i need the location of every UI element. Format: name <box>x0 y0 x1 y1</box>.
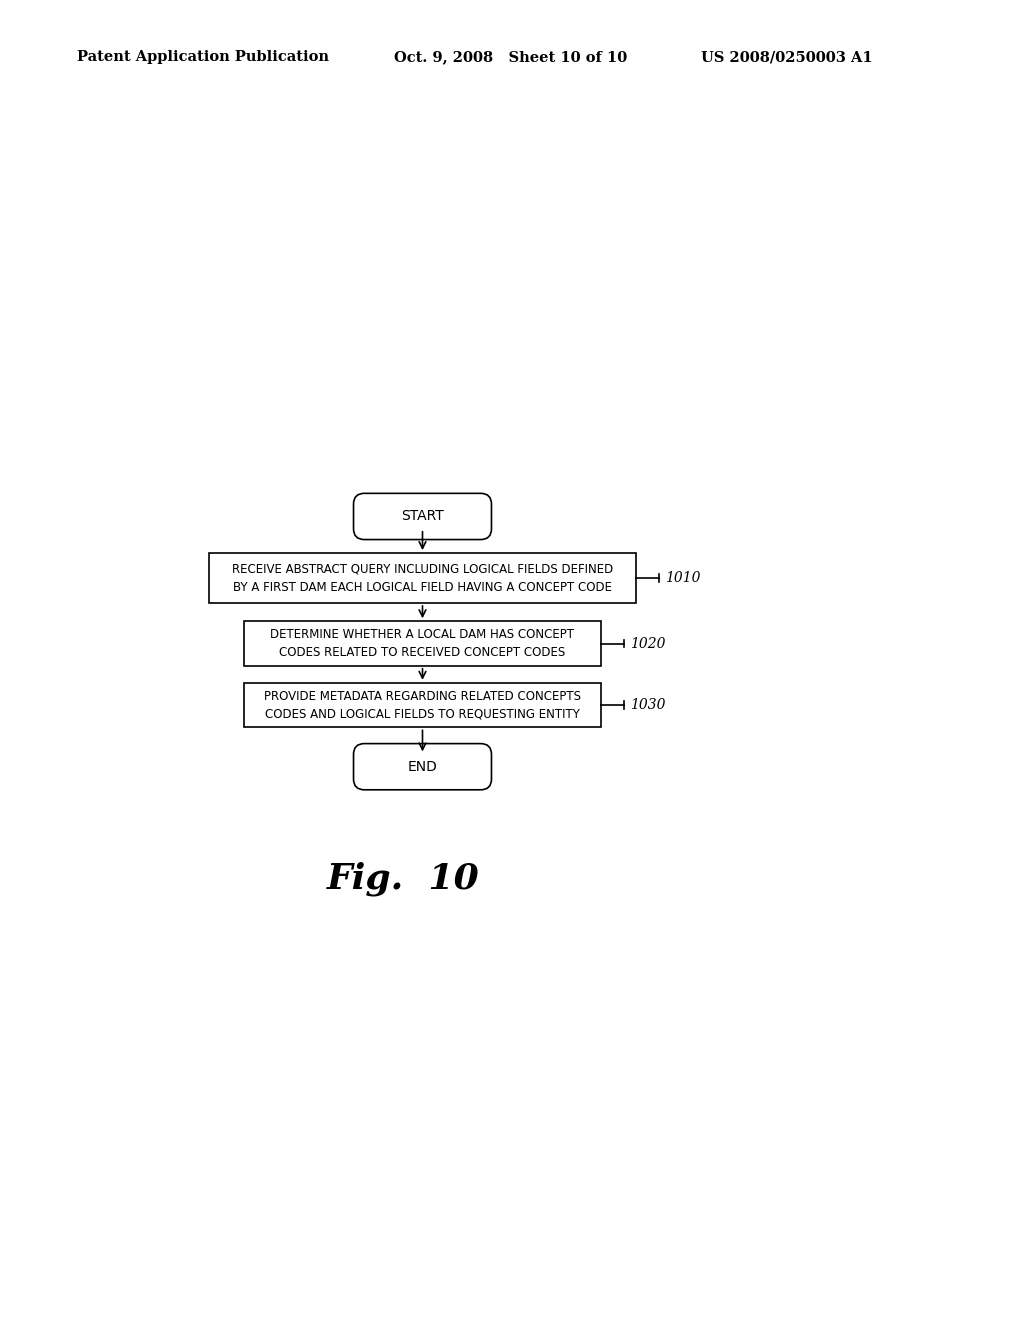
Text: RECEIVE ABSTRACT QUERY INCLUDING LOGICAL FIELDS DEFINED
BY A FIRST DAM EACH LOGI: RECEIVE ABSTRACT QUERY INCLUDING LOGICAL… <box>231 562 613 594</box>
FancyBboxPatch shape <box>353 494 492 540</box>
Text: 1030: 1030 <box>630 698 666 711</box>
Text: Oct. 9, 2008   Sheet 10 of 10: Oct. 9, 2008 Sheet 10 of 10 <box>394 50 628 65</box>
Text: Fig.  10: Fig. 10 <box>327 861 479 895</box>
Text: END: END <box>408 760 437 774</box>
Bar <box>245 622 601 665</box>
Text: 1010: 1010 <box>665 572 700 585</box>
Text: DETERMINE WHETHER A LOCAL DAM HAS CONCEPT
CODES RELATED TO RECEIVED CONCEPT CODE: DETERMINE WHETHER A LOCAL DAM HAS CONCEP… <box>270 628 574 659</box>
Text: 1020: 1020 <box>630 636 666 651</box>
Bar <box>209 553 636 603</box>
Bar <box>245 682 601 727</box>
FancyBboxPatch shape <box>353 743 492 789</box>
Text: PROVIDE METADATA REGARDING RELATED CONCEPTS
CODES AND LOGICAL FIELDS TO REQUESTI: PROVIDE METADATA REGARDING RELATED CONCE… <box>264 689 581 721</box>
Text: START: START <box>401 510 443 524</box>
Text: Patent Application Publication: Patent Application Publication <box>77 50 329 65</box>
Text: US 2008/0250003 A1: US 2008/0250003 A1 <box>701 50 873 65</box>
